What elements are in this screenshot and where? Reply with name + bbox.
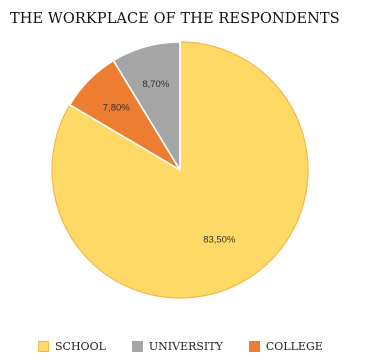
data-label-college: 7,80% <box>103 103 130 114</box>
legend-label-college: COLLEGE <box>266 340 323 353</box>
legend-label-university: UNIVERSITY <box>149 340 223 353</box>
legend-label-school: SCHOOL <box>55 340 106 353</box>
legend-swatch-school <box>38 341 49 352</box>
chart-legend: SCHOOL UNIVERSITY COLLEGE <box>38 340 323 353</box>
legend-item-school: SCHOOL <box>38 340 106 353</box>
legend-swatch-college <box>249 341 260 352</box>
legend-swatch-university <box>132 341 143 352</box>
data-label-university: 8,70% <box>142 79 169 90</box>
legend-item-university: UNIVERSITY <box>132 340 223 353</box>
legend-item-college: COLLEGE <box>249 340 323 353</box>
data-label-school: 83,50% <box>203 234 236 245</box>
